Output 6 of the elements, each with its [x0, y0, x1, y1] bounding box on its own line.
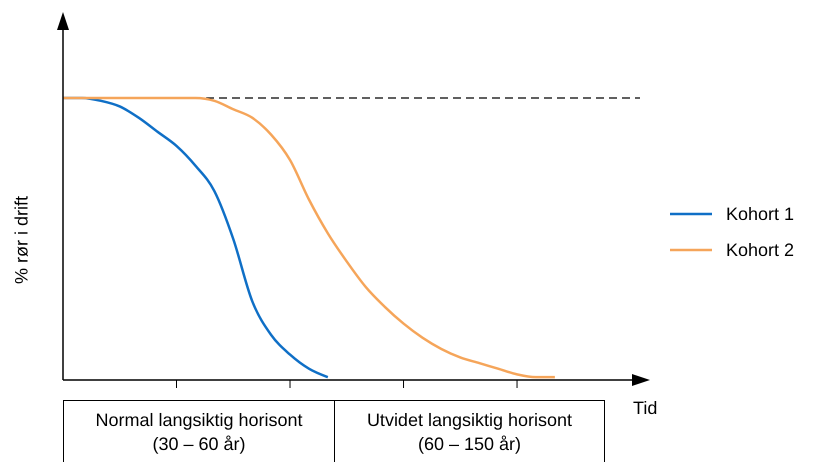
text: Normal langsiktig horisont (30 – 60 år)	[63, 400, 335, 462]
legend-label: Kohort 1	[726, 204, 794, 224]
legend-label: Kohort 2	[726, 240, 794, 260]
text: Utvidet langsiktig horisont (60 – 150 år)	[335, 400, 605, 462]
x-axis-title: Tid	[633, 398, 658, 419]
y-axis-title: % rør i drift	[12, 196, 32, 284]
